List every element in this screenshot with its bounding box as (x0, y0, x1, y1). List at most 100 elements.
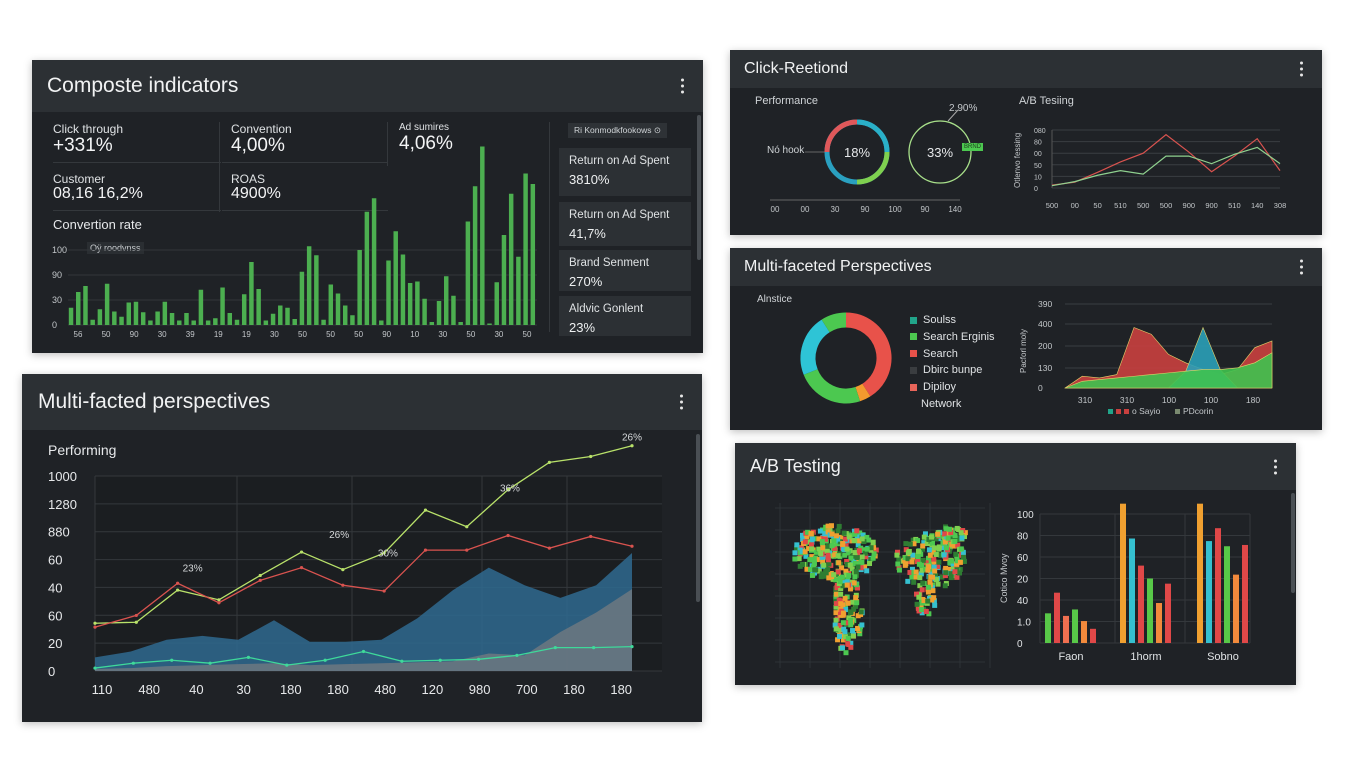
map-region (829, 543, 835, 549)
map-region (922, 531, 928, 537)
metric-card[interactable]: Return on Ad Spent 3810% (559, 148, 691, 196)
data-point (299, 550, 304, 554)
metric-card[interactable]: Return on Ad Spent 41,7% (559, 202, 691, 246)
map-region (836, 523, 842, 529)
data-point (176, 588, 180, 592)
map-region (955, 542, 961, 548)
bar (68, 307, 74, 325)
area-series (95, 553, 632, 671)
data-point (506, 533, 510, 538)
map-region (833, 626, 839, 632)
data-point (217, 598, 221, 602)
map-region (817, 528, 823, 534)
map-region (835, 622, 841, 628)
bar (249, 262, 254, 325)
bar (1045, 613, 1051, 643)
ring-2-value: 33% (927, 145, 954, 160)
bar (1147, 578, 1153, 643)
map-region (853, 595, 859, 601)
x-tick-label: 50 (326, 330, 335, 339)
map-region (830, 576, 836, 582)
metric-card[interactable]: Aldvic Gonlent 23% (559, 296, 691, 336)
more-options-icon[interactable] (1298, 259, 1304, 275)
map-region (842, 634, 848, 640)
map-region (933, 536, 939, 542)
filter-chip[interactable]: Ri Konmodkfookows ⊙ (568, 123, 667, 138)
bar (1063, 615, 1069, 643)
map-region (896, 567, 902, 573)
performance-rings (770, 109, 972, 201)
map-region (847, 562, 853, 568)
map-region (825, 523, 831, 529)
scrollbar[interactable] (1291, 493, 1295, 593)
map-region (911, 579, 917, 585)
more-options-icon[interactable] (1272, 459, 1278, 474)
map-region (800, 536, 806, 542)
map-region (910, 552, 916, 558)
ring-2-callout-line (947, 109, 959, 122)
legend-swatch (1108, 409, 1113, 414)
perf-x-tick-label: 90 (921, 205, 930, 214)
map-region (854, 555, 860, 561)
map-region (957, 566, 963, 572)
metric-card[interactable]: Brand Senment 270% (559, 250, 691, 291)
map-region (835, 637, 841, 643)
map-region (961, 558, 967, 564)
map-region (855, 585, 861, 591)
map-region (794, 545, 800, 551)
x-tick-label: 39 (186, 330, 195, 339)
bar (314, 255, 319, 325)
more-options-icon[interactable] (679, 78, 685, 94)
scrollbar[interactable] (697, 115, 701, 260)
map-region (843, 543, 849, 549)
panel-title: Composte indicators (47, 74, 239, 97)
map-region (933, 577, 939, 583)
map-region (842, 536, 848, 542)
map-region (819, 554, 825, 560)
map-region (915, 538, 921, 544)
x-tick-label: 50 (466, 330, 475, 339)
bar (191, 320, 196, 325)
x-tick-label: 30 (438, 330, 447, 339)
map-region (810, 564, 816, 570)
map-region (939, 574, 945, 580)
bar (155, 311, 160, 325)
x-tick-label: 10 (410, 330, 419, 339)
multi-facted-perspectives-panel: Multi-facted perspectives Performing 100… (22, 374, 702, 722)
bar (1054, 592, 1060, 643)
map-region (918, 571, 924, 577)
performing-line-area-chart: 1000 1280 880 60 40 60 20 0 23% 26% 30% 36% 26% 110 48… (48, 433, 662, 697)
x-tick-label: 50 (523, 330, 532, 339)
bar (270, 313, 276, 325)
more-options-icon[interactable] (678, 394, 684, 410)
map-region (848, 644, 854, 650)
map-region (853, 603, 859, 609)
bar (285, 307, 290, 325)
map-region (945, 535, 951, 541)
bar (357, 250, 362, 325)
map-region (931, 564, 937, 570)
map-region (925, 556, 931, 562)
map-region (813, 567, 819, 573)
perf-x-tick-label: 00 (801, 205, 810, 214)
x-tick-label: 900 (1183, 201, 1196, 210)
legend-label: PDcorin (1183, 406, 1214, 416)
more-options-icon[interactable] (1298, 61, 1304, 77)
scrollbar[interactable] (696, 434, 700, 602)
x-tick-label: 900 (1205, 201, 1218, 210)
map-region (858, 609, 864, 615)
map-region (915, 552, 921, 558)
map-region (919, 546, 925, 552)
bar (177, 320, 182, 325)
map-region (825, 557, 831, 563)
map-region (858, 565, 864, 571)
map-region (832, 622, 838, 628)
map-region (931, 545, 937, 551)
x-tick-label: 00 (1071, 201, 1079, 210)
data-point (208, 661, 212, 665)
bar (306, 246, 312, 325)
map-region (803, 553, 809, 559)
map-region (848, 622, 854, 628)
map-region (919, 600, 925, 606)
map-region (805, 529, 811, 535)
